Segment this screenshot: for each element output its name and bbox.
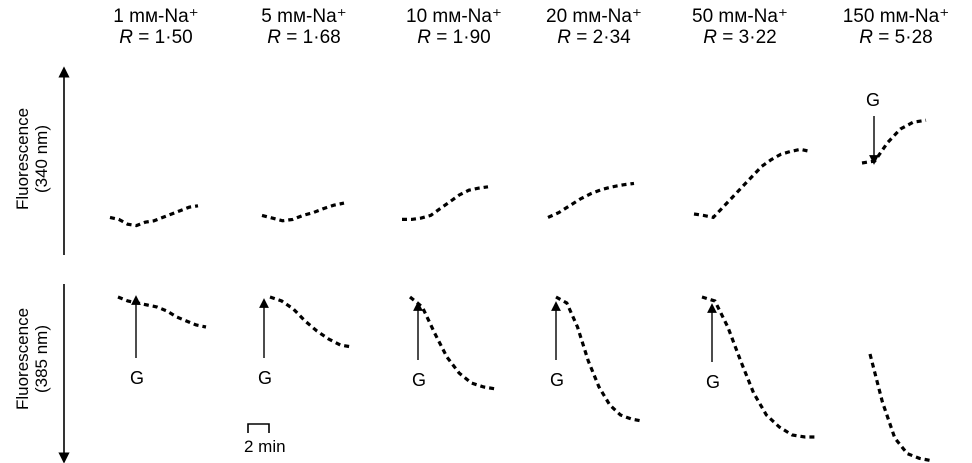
trace-385nm bbox=[269, 295, 353, 349]
trace-340nm bbox=[693, 147, 811, 220]
ratio-symbol: R bbox=[417, 27, 432, 48]
panel-header: 1 mм-Na⁺ R = 1·50 bbox=[86, 6, 226, 48]
concentration-label: 10 mм-Na⁺ bbox=[406, 6, 502, 27]
trace-340nm bbox=[261, 201, 345, 223]
concentration-label: 50 mм-Na⁺ bbox=[692, 6, 788, 27]
ratio-label: R = 1·50 bbox=[86, 27, 226, 48]
ratio-label: R = 2·34 bbox=[524, 27, 664, 48]
trace-385nm bbox=[555, 295, 643, 423]
ratio-symbol: R bbox=[703, 27, 718, 48]
ratio-symbol: R bbox=[557, 27, 572, 48]
panel-header: 5 mм-Na⁺ R = 1·68 bbox=[234, 6, 374, 48]
trace-340nm bbox=[109, 204, 199, 228]
trace-385nm bbox=[117, 295, 207, 329]
ratio-symbol: R bbox=[859, 27, 874, 48]
ratio-label: R = 1·90 bbox=[384, 27, 524, 48]
glucose-marker-label: G bbox=[130, 368, 145, 388]
panel-header: 10 mм-Na⁺ R = 1·90 bbox=[384, 6, 524, 48]
scale-bar-label: 2 min bbox=[244, 437, 286, 456]
ratio-value: = 5·28 bbox=[878, 27, 933, 48]
trace-385nm bbox=[868, 353, 933, 463]
trace-385nm bbox=[701, 295, 818, 439]
trace-385nm bbox=[408, 295, 497, 391]
ratio-value: = 1·50 bbox=[138, 27, 193, 48]
ratio-value: = 1·68 bbox=[286, 27, 341, 48]
trace-340nm bbox=[861, 118, 927, 165]
glucose-marker-label: G bbox=[550, 370, 565, 390]
panel-header: 50 mм-Na⁺ R = 3·22 bbox=[670, 6, 810, 48]
concentration-label: 5 mм-Na⁺ bbox=[261, 6, 347, 27]
ratio-label: R = 5·28 bbox=[826, 27, 966, 48]
glucose-marker-label: G bbox=[706, 372, 721, 392]
concentration-label: 1 mм-Na⁺ bbox=[113, 6, 199, 27]
concentration-label: 150 mм-Na⁺ bbox=[842, 6, 950, 27]
trace-340nm bbox=[547, 181, 635, 219]
ratio-value: = 2·34 bbox=[576, 27, 631, 48]
glucose-marker-label: G bbox=[258, 368, 273, 388]
ratio-label: R = 1·68 bbox=[234, 27, 374, 48]
concentration-label: 20 mм-Na⁺ bbox=[546, 6, 642, 27]
ratio-symbol: R bbox=[267, 27, 282, 48]
ratio-value: = 3·22 bbox=[722, 27, 777, 48]
panel-header: 150 mм-Na⁺ R = 5·28 bbox=[826, 6, 966, 48]
trace-340nm bbox=[402, 185, 489, 221]
ratio-label: R = 3·22 bbox=[670, 27, 810, 48]
glucose-marker-label: G bbox=[866, 90, 881, 110]
ratio-symbol: R bbox=[119, 27, 134, 48]
panel-header: 20 mм-Na⁺ R = 2·34 bbox=[524, 6, 664, 48]
scale-bar bbox=[247, 423, 270, 433]
glucose-marker-label: G bbox=[412, 370, 427, 390]
ratio-value: = 1·90 bbox=[436, 27, 491, 48]
